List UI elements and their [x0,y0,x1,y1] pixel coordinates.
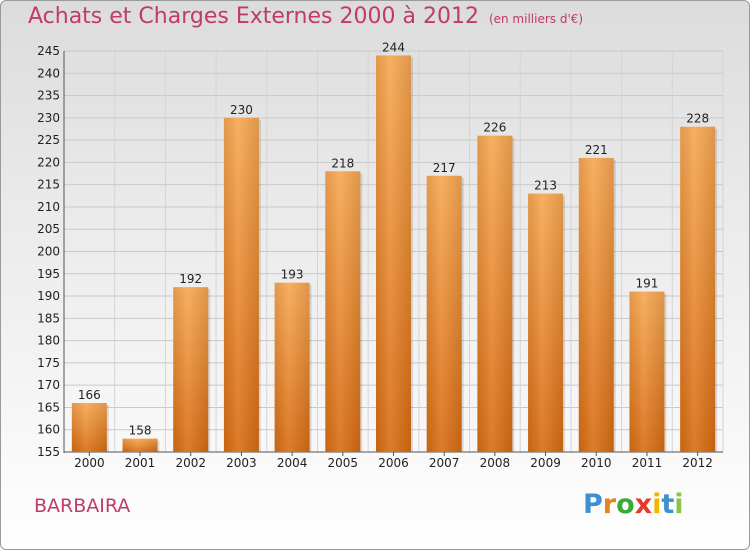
data-labels: 166 158 192 230 193 218 244 217 226 213 221 191 228 [78,40,709,437]
bar-shine [376,55,411,452]
data-label: 230 [230,103,253,117]
y-tick-label: 205 [37,222,60,236]
data-label: 166 [78,388,101,402]
y-tick-label: 215 [37,178,60,192]
data-label: 191 [636,277,659,291]
bar-shine [325,171,361,453]
bar-shine [274,282,310,452]
y-tick-label: 195 [37,267,60,281]
bars [71,55,718,453]
x-tick-label: 2008 [480,456,511,470]
logo-letter: P [583,489,603,520]
logo-letter: r [602,489,617,520]
x-tick-label: 2001 [125,456,156,470]
chart-title-text: Achats et Charges Externes 2000 à 2012 [28,4,479,29]
y-tick-label: 180 [37,334,60,348]
bar-shine [629,291,665,452]
y-tick-label: 155 [37,445,60,459]
logo-letter: o [616,489,635,520]
data-label: 218 [331,156,354,170]
bar-shine [528,193,564,453]
y-tick-label: 185 [37,311,60,325]
data-label: 226 [483,121,506,135]
y-tick-label: 170 [37,378,60,392]
x-tick-label: 2012 [682,456,713,470]
x-tick-label: 2007 [429,456,460,470]
x-tick-label: 2006 [378,456,409,470]
x-tick-label: 2009 [530,456,561,470]
bar-shine [426,175,462,452]
chart-title: Achats et Charges Externes 2000 à 2012 (e… [28,4,583,29]
commune-name: BARBAIRA [34,495,131,517]
data-label: 193 [281,268,304,282]
logo-letter: i [652,489,662,520]
x-tick-label: 2010 [581,456,612,470]
bar-shine [71,402,107,452]
y-tick-label: 235 [37,89,60,103]
x-tick-label: 2000 [74,456,105,470]
bar-shine [477,135,513,452]
y-tick-label: 190 [37,289,60,303]
proxiti-logo: Proxiti [583,489,684,520]
logo-letter: i [674,489,684,520]
data-label: 158 [129,424,152,438]
data-label: 244 [382,40,405,54]
x-tick-label: 2004 [277,456,308,470]
bar-shine [223,117,259,452]
axes: 155 160 165 170 175 180 185 190 195 200 205 210 215 2… [37,44,723,470]
y-tick-label: 165 [37,400,60,414]
bar-shine [173,287,209,452]
logo-letter: t [661,489,675,520]
bar-shine [680,126,716,452]
data-label: 217 [433,161,456,175]
data-label: 228 [686,112,709,126]
data-label: 192 [179,272,202,286]
y-tick-label: 210 [37,200,60,214]
y-tick-label: 160 [37,423,60,437]
y-tick-label: 230 [37,111,60,125]
bar-shine [122,438,158,452]
y-tick-label: 175 [37,356,60,370]
y-tick-label: 200 [37,245,60,259]
data-label: 221 [585,143,608,157]
chart-unit: (en milliers d'€) [488,12,584,26]
x-tick-label: 2002 [175,456,206,470]
y-tick-label: 220 [37,155,60,169]
x-tick-label: 2011 [632,456,663,470]
data-label: 213 [534,179,557,193]
bar-shine [578,157,614,452]
logo-letter: x [634,489,653,520]
y-tick-label: 225 [37,133,60,147]
y-tick-label: 240 [37,66,60,80]
y-tick-label: 245 [37,44,60,58]
x-tick-label: 2005 [328,456,359,470]
x-tick-label: 2003 [226,456,257,470]
